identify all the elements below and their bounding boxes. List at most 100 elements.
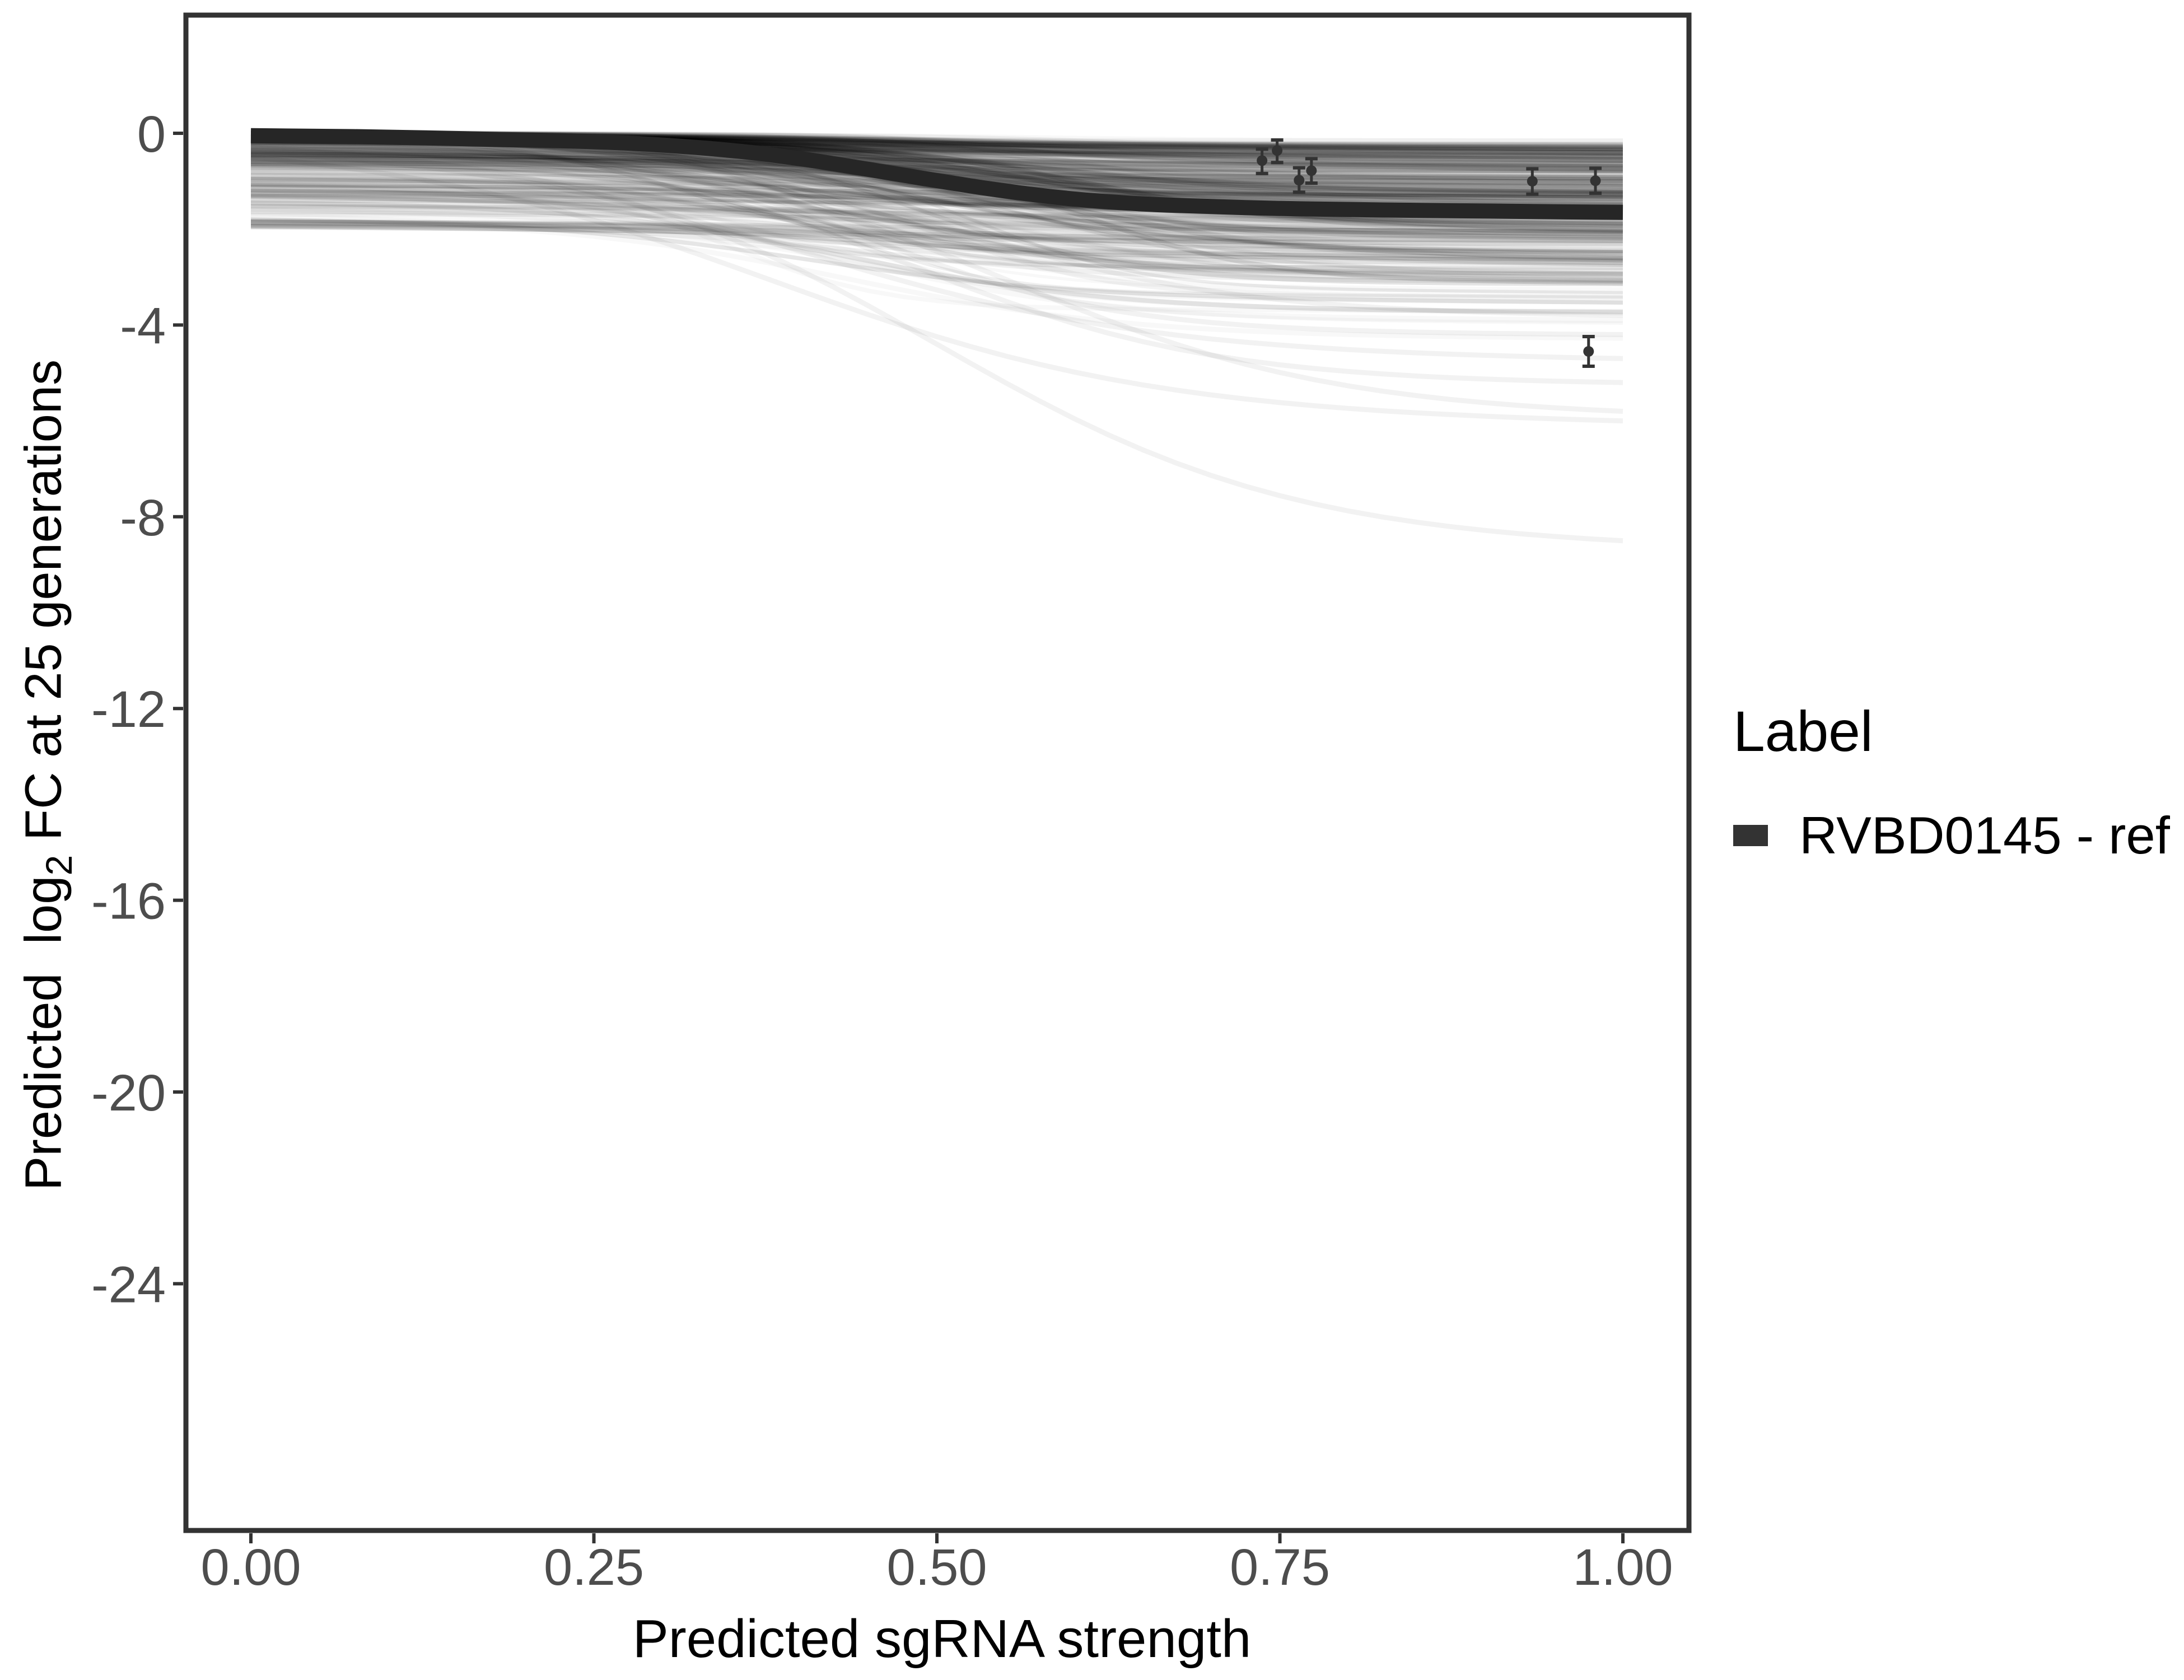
x-tick-label: 0.75 (1230, 1539, 1330, 1596)
ensemble-curve (250, 152, 1623, 195)
ensemble-curve (250, 156, 1623, 174)
y-axis-title: Predicted log2 FC at 25 generations (15, 359, 80, 1191)
ensemble-curve (250, 176, 1623, 299)
y-tick-label: -16 (91, 873, 166, 930)
panel-border-group (183, 12, 1692, 1533)
x-axis-title: Predicted sgRNA strength (632, 1609, 1252, 1669)
data-point (1527, 176, 1538, 187)
ensemble-curve (250, 181, 1623, 198)
outlier-curves (250, 140, 1623, 544)
ensemble-curve (250, 150, 1623, 260)
ensemble-curve (250, 163, 1623, 198)
ensemble-curve (250, 199, 1623, 224)
ensemble-curve (250, 183, 1623, 205)
ensemble-curve (250, 187, 1623, 241)
ensemble-curve (250, 155, 1623, 237)
ensemble-curve (250, 223, 1623, 284)
y-axis-title-post: FC at 25 generations (15, 359, 72, 855)
ensemble-curve (250, 224, 1623, 260)
y-tick-label: 0 (137, 106, 166, 163)
ensemble-curve (250, 153, 1623, 295)
data-point (1306, 165, 1317, 176)
ensemble-curve (250, 146, 1623, 227)
x-tick-label: 0.00 (200, 1539, 301, 1596)
ensemble-curve (250, 207, 1623, 284)
ensemble-curve (250, 165, 1623, 246)
ensemble-curve (250, 195, 1623, 223)
ensemble-curve (250, 220, 1623, 243)
ensemble-curve (250, 193, 1623, 253)
ensemble-curve (250, 150, 1623, 169)
ensemble-curve (250, 223, 1623, 238)
ensemble-curve (250, 200, 1623, 315)
error-bar-point (1526, 167, 1539, 196)
ensemble-curve (250, 210, 1623, 256)
legend-entry: RVBD0145 - ref (1733, 806, 2170, 865)
error-bar-point (1292, 166, 1305, 194)
y-tick-label: -4 (120, 297, 166, 354)
ensemble-curve (250, 152, 1623, 181)
data-point (1294, 175, 1305, 186)
outlier-curve (250, 140, 1623, 337)
y-axis-title-sub: 2 (38, 855, 80, 876)
outlier-curve (250, 155, 1623, 424)
legend: Label RVBD0145 - ref (1733, 700, 2170, 865)
ensemble-curve (250, 164, 1623, 255)
error-bar-point (1582, 334, 1595, 368)
ensemble-curve (250, 188, 1623, 270)
error-bar-point (1589, 166, 1602, 195)
data-point (1257, 155, 1268, 166)
y-tick-label: -12 (91, 681, 166, 738)
ensemble-curve (250, 160, 1623, 265)
ensemble-curve (250, 221, 1623, 287)
ensemble-curve (250, 181, 1623, 260)
x-axis: 0.00 0.25 0.50 0.75 1.00 (200, 1533, 1673, 1596)
ensemble-curve (250, 169, 1623, 300)
ensemble-curve (250, 141, 1623, 189)
outlier-curve (250, 150, 1623, 361)
ensemble-curve (250, 217, 1623, 305)
ensemble-curve (250, 147, 1623, 187)
ensemble-curve (250, 151, 1623, 223)
ref-curve (250, 128, 1623, 220)
ensemble-curve (250, 190, 1623, 239)
y-axis: 0 -4 -8 -12 -16 -20 -24 (91, 106, 183, 1313)
measured-points-group (1256, 138, 1602, 368)
ensemble-curve (250, 195, 1623, 234)
data-point (1583, 346, 1594, 357)
ensemble-curve (250, 219, 1623, 281)
ensemble-curve (250, 204, 1623, 231)
y-tick-label: -24 (91, 1256, 166, 1313)
ensemble-curve (250, 147, 1623, 163)
ensemble-curve (250, 142, 1623, 172)
outlier-curve (250, 145, 1623, 385)
data-point (1590, 175, 1601, 186)
x-tick-label: 0.25 (544, 1539, 644, 1596)
ensemble-curve (250, 157, 1623, 254)
x-tick-label: 0.50 (886, 1539, 987, 1596)
ensemble-curve (250, 220, 1623, 233)
y-tick-label: -20 (91, 1065, 166, 1122)
outlier-curve (250, 145, 1623, 318)
y-tick-label: -8 (120, 489, 166, 547)
legend-entry-label: RVBD0145 - ref (1799, 806, 2170, 865)
outlier-curve (250, 140, 1623, 414)
ensemble-curve (250, 152, 1623, 164)
ensemble-curve (250, 165, 1623, 274)
ensemble-curve (250, 147, 1623, 172)
ensemble-curve (250, 155, 1623, 223)
legend-title: Label (1733, 699, 1873, 763)
data-point (1272, 145, 1283, 156)
ensemble-curve (251, 161, 1623, 173)
ensemble-curve (250, 156, 1623, 174)
ensemble-curve (250, 193, 1623, 241)
error-bar-point (1256, 147, 1268, 175)
ensemble-curve (250, 171, 1623, 239)
ensemble-curve (250, 219, 1623, 262)
outlier-curve (250, 145, 1623, 544)
legend-key-line-icon (1733, 824, 1768, 846)
ensemble-curve (250, 223, 1623, 247)
ensemble-curve (250, 145, 1623, 157)
